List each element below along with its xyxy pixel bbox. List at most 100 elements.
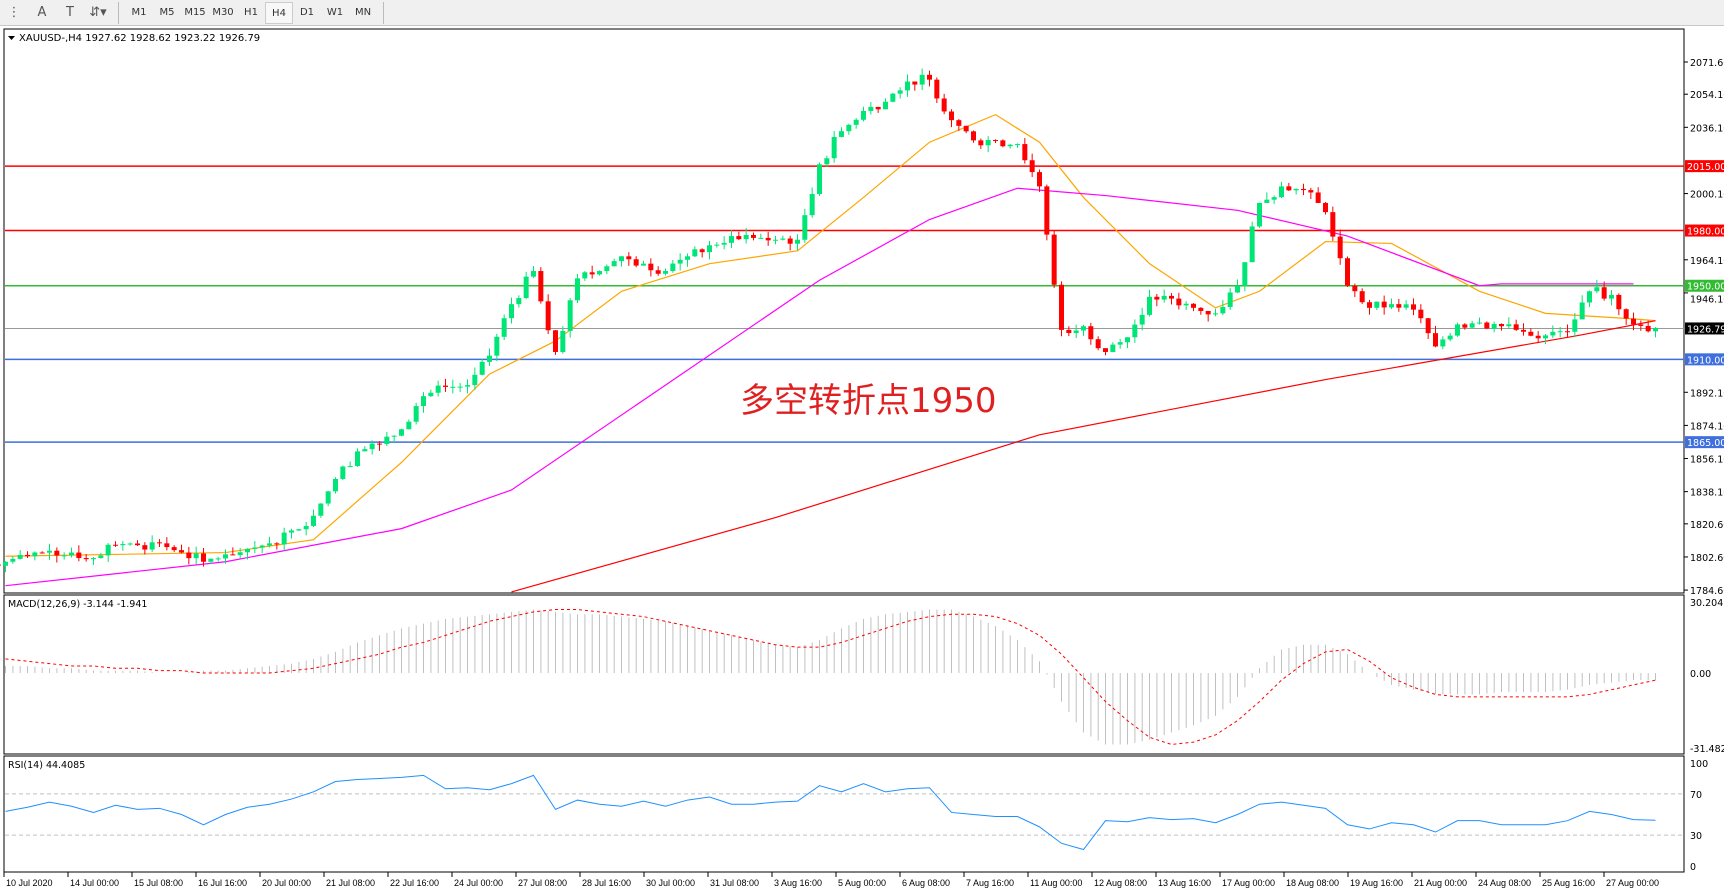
timeframe-m5[interactable]: M5 <box>159 6 175 18</box>
candle-body <box>1462 324 1468 328</box>
candle-body <box>32 552 38 557</box>
macd-tick-label: 30.204 <box>1690 598 1723 609</box>
candle-body <box>296 529 302 531</box>
candle-body <box>839 131 844 137</box>
candle-body <box>1088 326 1094 340</box>
candle-body <box>795 239 800 244</box>
x-tick-label: 5 Aug 00:00 <box>838 878 886 888</box>
candle-body <box>135 543 140 546</box>
candle-body <box>127 543 133 545</box>
candle-body <box>1565 331 1570 333</box>
candle-body <box>1000 140 1006 147</box>
candle-body <box>259 545 265 548</box>
candle-body <box>802 215 808 240</box>
toolbar-divider <box>118 1 119 24</box>
candle-body <box>1191 303 1196 308</box>
macd-tick-label: -31.482 <box>1690 744 1724 755</box>
candle-body <box>245 548 250 553</box>
candle-body <box>54 550 60 556</box>
candle-body <box>1645 325 1651 332</box>
candle-body <box>186 552 192 559</box>
y-tick-label: 1802.60 <box>1690 553 1724 564</box>
candle-body <box>1161 295 1167 300</box>
y-tick-label: 2054.10 <box>1690 90 1724 101</box>
timeframe-h1[interactable]: H1 <box>244 6 258 18</box>
rsi-tick-label: 70 <box>1690 790 1702 801</box>
candle-body <box>817 164 822 195</box>
timeframe-mn[interactable]: MN <box>354 6 372 18</box>
candle-body <box>1183 303 1189 306</box>
candle-body <box>1213 313 1218 315</box>
candle-body <box>120 544 126 546</box>
rsi-tick-label: 100 <box>1690 759 1708 770</box>
timeframe-m15[interactable]: M15 <box>184 6 206 18</box>
candle-body <box>978 140 984 146</box>
timeframe-m1[interactable]: M1 <box>131 6 147 18</box>
candle-body <box>494 336 500 356</box>
x-tick-label: 16 Jul 16:00 <box>198 878 247 888</box>
ma-slow-line <box>511 320 1656 593</box>
x-tick-label: 11 Aug 00:00 <box>1030 878 1082 888</box>
level-tag-1910.00 <box>1685 353 1724 366</box>
timeframe-m30[interactable]: M30 <box>212 6 234 18</box>
candle-body <box>1242 262 1248 286</box>
candle-body <box>83 558 89 560</box>
candle-body <box>575 278 580 301</box>
candle-body <box>421 396 426 407</box>
candle-body <box>663 271 668 274</box>
candle-body <box>362 449 368 452</box>
price-chart[interactable]: 2015.00 1980.00 1950.00 1910.00 1865.00 2071.… <box>0 26 1724 895</box>
timeframe-w1[interactable]: W1 <box>326 6 344 18</box>
candle-body <box>252 547 258 549</box>
candle-body <box>1528 331 1534 336</box>
timeframe-d1[interactable]: D1 <box>299 6 315 18</box>
candle-body <box>985 140 991 146</box>
candle-body <box>597 271 602 275</box>
candle-body <box>1169 295 1174 299</box>
candle-body <box>1257 202 1262 227</box>
candle-body <box>1359 291 1365 303</box>
candle-body <box>993 140 998 142</box>
candle-body <box>641 263 646 266</box>
collapse-triangle-icon[interactable] <box>8 36 15 40</box>
candle-body <box>237 552 243 556</box>
candle-body <box>1543 335 1548 339</box>
candle-body <box>1609 294 1614 299</box>
candle-body <box>604 266 610 272</box>
candle-body <box>538 271 544 302</box>
candle-body <box>1264 199 1270 203</box>
grid-icon[interactable]: ⋮ <box>7 5 21 20</box>
candle-body <box>1301 188 1306 191</box>
arrows-icon[interactable]: ⇵▾ <box>89 5 107 20</box>
candle-body <box>919 74 925 85</box>
x-tick-label: 6 Aug 08:00 <box>902 878 950 888</box>
candle-body <box>149 542 155 550</box>
candle-body <box>303 525 309 530</box>
x-tick-label: 31 Jul 08:00 <box>710 878 759 888</box>
macd-signal-line <box>5 609 1656 745</box>
candle-body <box>1323 202 1328 213</box>
x-tick-label: 25 Aug 16:00 <box>1542 878 1595 888</box>
candle-body <box>428 392 434 397</box>
annotation-text: 多空转折点1950 <box>740 381 997 421</box>
timeframe-h4[interactable]: H4 <box>265 1 293 24</box>
candle-body <box>1037 172 1042 187</box>
candle-body <box>1051 234 1057 285</box>
x-tick-label: 21 Jul 08:00 <box>326 878 375 888</box>
text-icon[interactable]: A <box>37 5 47 20</box>
candle-body <box>435 385 441 393</box>
candle-body <box>39 552 45 554</box>
candle-body <box>1095 339 1101 349</box>
candle-body <box>736 236 742 240</box>
candle-body <box>355 451 360 467</box>
candle-body <box>1352 285 1358 292</box>
candle-body <box>1587 291 1592 303</box>
candle-body <box>1205 310 1211 315</box>
y-tick-label: 1784.60 <box>1690 586 1724 597</box>
level-tag-text: 1865.00 <box>1687 438 1724 449</box>
label-icon[interactable]: T <box>66 5 74 20</box>
candle-body <box>1059 284 1064 330</box>
candle-body <box>1433 333 1438 347</box>
x-tick-label: 30 Jul 00:00 <box>646 878 695 888</box>
candle-body <box>1638 324 1644 326</box>
